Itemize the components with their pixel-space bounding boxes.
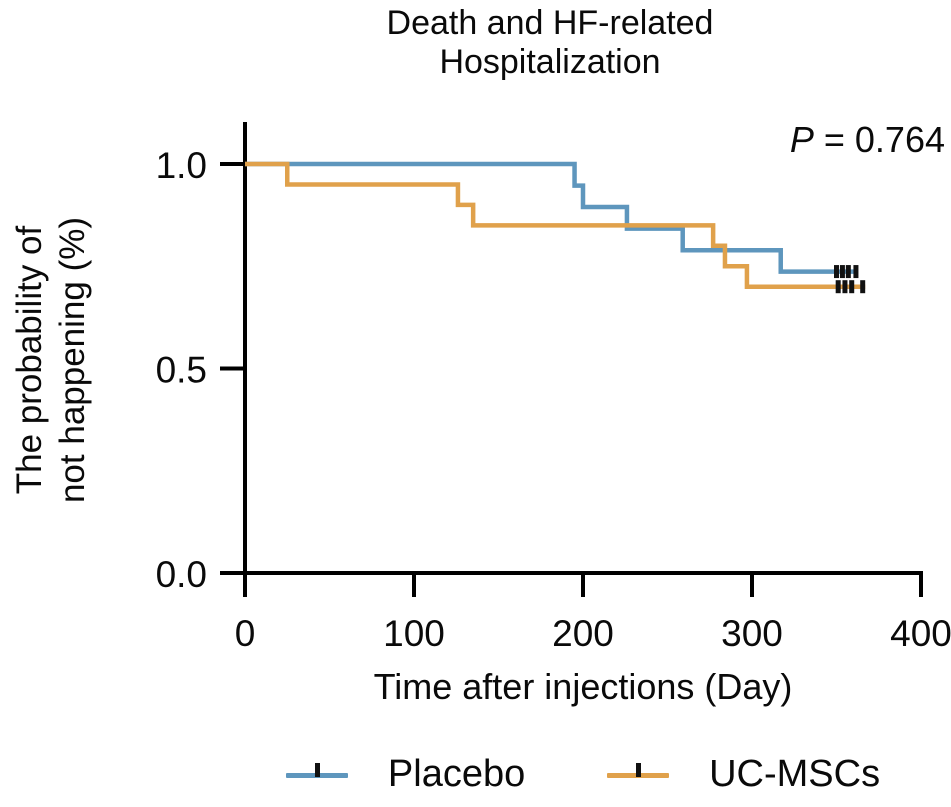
censor-mark	[842, 280, 848, 294]
x-tick-label: 100	[383, 613, 445, 654]
censor-mark	[845, 265, 851, 279]
censor-mark	[835, 280, 841, 294]
censor-mark	[834, 265, 839, 279]
p-value-text: = 0.764	[813, 119, 945, 160]
censor-mark	[853, 265, 859, 279]
chart-title-line1: Death and HF-related	[386, 4, 714, 42]
censor-mark	[849, 280, 855, 294]
p-value-annotation: P = 0.764	[790, 119, 945, 161]
p-value-symbol: P	[789, 119, 814, 160]
censor-mark	[839, 265, 845, 279]
x-axis-label: Time after injections (Day)	[373, 666, 793, 707]
legend-label-uc-mscs: UC-MSCs	[709, 752, 881, 795]
legend-item-placebo: Placebo	[285, 752, 526, 796]
survival-curve-placebo	[245, 161, 857, 274]
censor-tick-icon	[636, 763, 642, 777]
y-tick-label: 0.5	[156, 350, 207, 391]
placebo-line-symbol	[285, 762, 348, 786]
x-tick-label: 300	[721, 613, 783, 654]
chart-title: Death and HF-related Hospitalization	[150, 4, 950, 82]
uc-mscs-line-symbol	[607, 762, 670, 786]
censor-mark	[860, 280, 866, 294]
y-tick-label: 0.0	[156, 554, 207, 595]
chart-title-line2: Hospitalization	[439, 43, 661, 81]
y-tick-label: 1.0	[156, 145, 207, 186]
x-tick-label: 200	[552, 613, 614, 654]
censor-tick-icon	[314, 763, 320, 777]
survival-curve-uc-mscs	[245, 161, 866, 289]
legend: Placebo UC-MSCs	[245, 750, 921, 798]
x-tick-label: 400	[890, 613, 951, 654]
x-tick-label: 0	[235, 613, 256, 654]
legend-label-placebo: Placebo	[387, 752, 526, 795]
legend-item-uc-mscs: UC-MSCs	[607, 753, 880, 796]
